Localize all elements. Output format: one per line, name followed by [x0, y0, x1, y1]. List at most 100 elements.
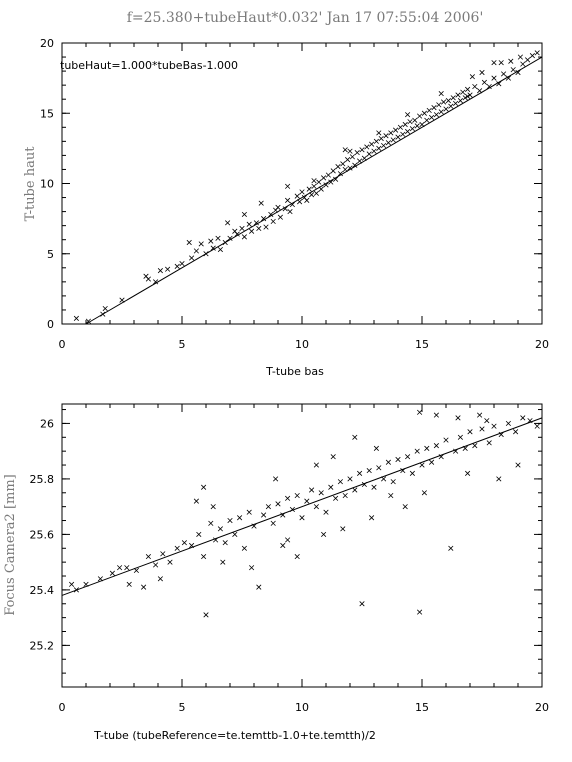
x-tick-label: 5: [179, 701, 186, 714]
data-point: [433, 443, 439, 449]
data-point: [311, 178, 317, 184]
data-point: [237, 515, 243, 521]
data-point: [210, 245, 216, 251]
data-point: [469, 74, 475, 80]
data-point: [352, 162, 358, 168]
data-point: [285, 537, 291, 543]
data-point: [419, 462, 425, 468]
data-point: [145, 554, 151, 560]
data-point: [241, 545, 247, 551]
data-point: [381, 142, 387, 149]
data-point: [232, 531, 238, 537]
data-point: [498, 431, 504, 438]
data-point: [299, 515, 305, 521]
y-axis-label-bottom: Focus Camera2 [mm]: [3, 474, 18, 615]
data-point: [275, 204, 281, 210]
data-point: [160, 551, 166, 557]
data-point: [333, 495, 339, 501]
data-point: [145, 276, 151, 282]
data-point: [294, 554, 300, 560]
data-point: [321, 175, 327, 181]
data-point: [268, 211, 274, 217]
data-point: [393, 127, 399, 133]
points-top: [73, 50, 540, 324]
y-axis-label-top: T-tube haut: [23, 146, 38, 222]
data-point: [352, 487, 358, 493]
data-point: [294, 193, 300, 199]
data-point: [534, 423, 540, 429]
data-point: [515, 69, 521, 76]
data-point: [438, 109, 444, 115]
data-point: [405, 128, 411, 135]
data-point: [460, 89, 466, 95]
data-point: [433, 412, 439, 418]
data-point: [157, 576, 163, 582]
data-point: [234, 231, 240, 237]
data-point: [201, 484, 207, 490]
data-point: [313, 504, 319, 510]
data-point: [304, 197, 310, 203]
data-point: [371, 148, 377, 154]
data-point: [109, 570, 115, 576]
plot-frame-top: [61, 42, 543, 325]
data-point: [472, 83, 478, 90]
data-point: [484, 418, 490, 424]
data-point: [309, 487, 315, 493]
data-point: [412, 117, 418, 123]
data-point: [431, 105, 437, 111]
data-point: [261, 512, 267, 518]
x-tick-label: 20: [535, 701, 549, 714]
fit-line-top: [85, 56, 543, 325]
data-point: [448, 103, 454, 109]
data-point: [347, 476, 353, 482]
data-point: [256, 225, 262, 232]
chart-top: 0 5 10 15 20 0 5 10 15 20 tubeHaut=1.000*tubeBas-…: [23, 37, 549, 378]
data-point: [383, 133, 389, 139]
data-point: [328, 179, 334, 185]
data-point: [270, 218, 276, 225]
data-point: [414, 123, 420, 129]
data-point: [323, 509, 329, 515]
data-point: [429, 114, 435, 121]
y-tick-label: 25.8: [30, 473, 55, 486]
data-point: [215, 235, 221, 241]
data-point: [448, 545, 454, 551]
data-point: [498, 60, 504, 66]
data-point: [275, 501, 281, 507]
data-point: [450, 95, 456, 101]
data-point: [366, 468, 372, 474]
y-tick-label: 10: [40, 178, 54, 191]
data-point: [256, 584, 262, 590]
data-point: [491, 423, 497, 429]
data-point: [85, 318, 91, 324]
fit-line-bottom: [61, 417, 543, 596]
data-point: [189, 255, 195, 261]
data-point: [318, 490, 324, 496]
data-point: [340, 161, 346, 167]
data-point: [424, 445, 430, 451]
data-point: [198, 241, 204, 247]
data-point: [373, 445, 379, 451]
data-point: [479, 69, 485, 76]
data-point: [335, 164, 341, 170]
data-point: [270, 520, 276, 526]
data-point: [481, 79, 487, 85]
data-point: [366, 151, 372, 157]
data-point: [513, 429, 519, 435]
data-point: [397, 124, 403, 130]
data-point: [263, 224, 269, 230]
data-point: [455, 92, 461, 98]
y-tick-label: 0: [47, 318, 54, 331]
data-point: [261, 216, 267, 222]
data-point: [273, 476, 279, 482]
data-point: [73, 315, 79, 321]
ticks-top: 0 5 10 15 20 0 5 10 15 20: [40, 37, 549, 351]
chart-title: f=25.380+tubeHaut*0.032' Jan 17 07:55:04…: [127, 10, 484, 26]
fit-annotation-top: tubeHaut=1.000*tubeBas-1.000: [60, 59, 238, 72]
data-point: [455, 415, 461, 421]
data-point: [210, 504, 216, 510]
data-point: [515, 462, 521, 468]
data-point: [534, 50, 540, 56]
data-point: [491, 75, 497, 81]
